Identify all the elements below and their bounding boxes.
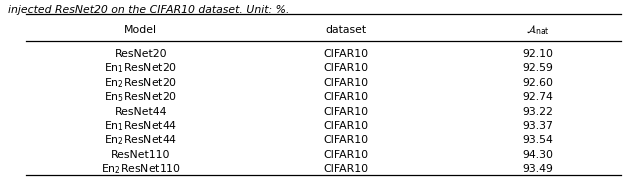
Text: CIFAR10: CIFAR10 bbox=[323, 164, 368, 174]
Text: CIFAR10: CIFAR10 bbox=[323, 92, 368, 102]
Text: En$_2$ResNet20: En$_2$ResNet20 bbox=[104, 76, 177, 90]
Text: CIFAR10: CIFAR10 bbox=[323, 78, 368, 88]
Text: 93.49: 93.49 bbox=[522, 164, 553, 174]
Text: 92.60: 92.60 bbox=[522, 78, 553, 88]
Text: injected ResNet20 on the CIFAR10 dataset. Unit: %.: injected ResNet20 on the CIFAR10 dataset… bbox=[8, 5, 289, 15]
Text: ResNet20: ResNet20 bbox=[115, 49, 167, 59]
Text: 92.74: 92.74 bbox=[522, 92, 553, 102]
Text: CIFAR10: CIFAR10 bbox=[323, 107, 368, 117]
Text: En$_1$ResNet44: En$_1$ResNet44 bbox=[104, 119, 177, 133]
Text: 92.59: 92.59 bbox=[522, 63, 553, 73]
Text: $\mathcal{A}_{\mathrm{nat}}$: $\mathcal{A}_{\mathrm{nat}}$ bbox=[525, 23, 550, 37]
Text: En$_1$ResNet20: En$_1$ResNet20 bbox=[104, 62, 177, 75]
Text: En$_2$ResNet110: En$_2$ResNet110 bbox=[100, 162, 181, 176]
Text: dataset: dataset bbox=[325, 25, 366, 35]
Text: CIFAR10: CIFAR10 bbox=[323, 121, 368, 131]
Text: CIFAR10: CIFAR10 bbox=[323, 49, 368, 59]
Text: En$_2$ResNet44: En$_2$ResNet44 bbox=[104, 134, 177, 147]
Text: 93.37: 93.37 bbox=[522, 121, 553, 131]
Text: Model: Model bbox=[124, 25, 157, 35]
Text: ResNet110: ResNet110 bbox=[111, 150, 170, 160]
Text: En$_5$ResNet20: En$_5$ResNet20 bbox=[104, 90, 177, 104]
Text: ResNet44: ResNet44 bbox=[115, 107, 167, 117]
Text: 94.30: 94.30 bbox=[522, 150, 553, 160]
Text: 93.54: 93.54 bbox=[522, 135, 553, 145]
Text: 92.10: 92.10 bbox=[522, 49, 553, 59]
Text: CIFAR10: CIFAR10 bbox=[323, 135, 368, 145]
Text: 93.22: 93.22 bbox=[522, 107, 553, 117]
Text: CIFAR10: CIFAR10 bbox=[323, 150, 368, 160]
Text: CIFAR10: CIFAR10 bbox=[323, 63, 368, 73]
